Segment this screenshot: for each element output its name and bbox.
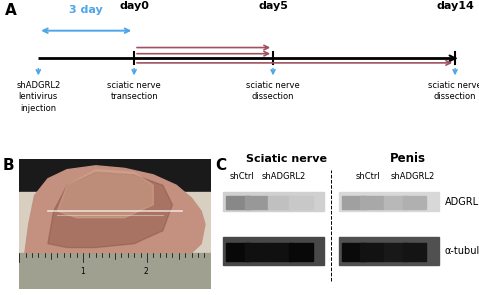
Text: shADGRL2: shADGRL2	[262, 172, 306, 181]
Text: day0: day0	[119, 1, 149, 11]
Bar	[360, 242, 384, 261]
Text: shCtrl: shCtrl	[229, 172, 254, 181]
Bar	[289, 242, 313, 261]
Text: sciatic nerve
dissection: sciatic nerve dissection	[246, 81, 300, 101]
Text: 3 day: 3 day	[69, 5, 103, 15]
Text: 1: 1	[80, 266, 85, 276]
Polygon shape	[25, 166, 205, 253]
Text: day5: day5	[258, 1, 288, 11]
Polygon shape	[57, 170, 153, 218]
Text: shADGRL2: shADGRL2	[391, 172, 435, 181]
Bar	[244, 242, 268, 261]
Text: B: B	[2, 158, 14, 173]
Text: sciatic nerve
transection: sciatic nerve transection	[107, 81, 161, 101]
Bar	[268, 196, 292, 209]
Bar	[402, 242, 426, 261]
Text: α-tubulin: α-tubulin	[445, 246, 479, 256]
Bar	[19, 253, 211, 289]
Bar	[226, 196, 250, 209]
Bar	[223, 192, 324, 212]
Bar	[19, 192, 211, 257]
Bar	[19, 159, 211, 198]
Bar	[289, 196, 313, 209]
Text: sciatic nerve
dissection: sciatic nerve dissection	[428, 81, 479, 101]
Bar	[339, 237, 439, 265]
Bar	[342, 242, 365, 261]
Bar	[339, 192, 439, 212]
Bar	[342, 196, 365, 209]
Bar	[384, 242, 408, 261]
Text: shCtrl: shCtrl	[356, 172, 381, 181]
Text: Penis: Penis	[390, 152, 426, 165]
Text: ADGRL2: ADGRL2	[445, 196, 479, 206]
Bar	[268, 242, 292, 261]
Bar	[226, 242, 250, 261]
Bar	[244, 196, 268, 209]
Text: shADGRL2
lentivirus
injection: shADGRL2 lentivirus injection	[16, 81, 60, 112]
Bar	[384, 196, 408, 209]
Bar	[402, 196, 426, 209]
Text: Sciatic nerve: Sciatic nerve	[246, 154, 327, 164]
Text: 2: 2	[143, 266, 148, 276]
Text: day14: day14	[436, 1, 474, 11]
Bar	[360, 196, 384, 209]
Text: A: A	[5, 3, 17, 18]
Bar	[223, 237, 324, 265]
Polygon shape	[48, 172, 172, 248]
Text: C: C	[216, 158, 227, 173]
